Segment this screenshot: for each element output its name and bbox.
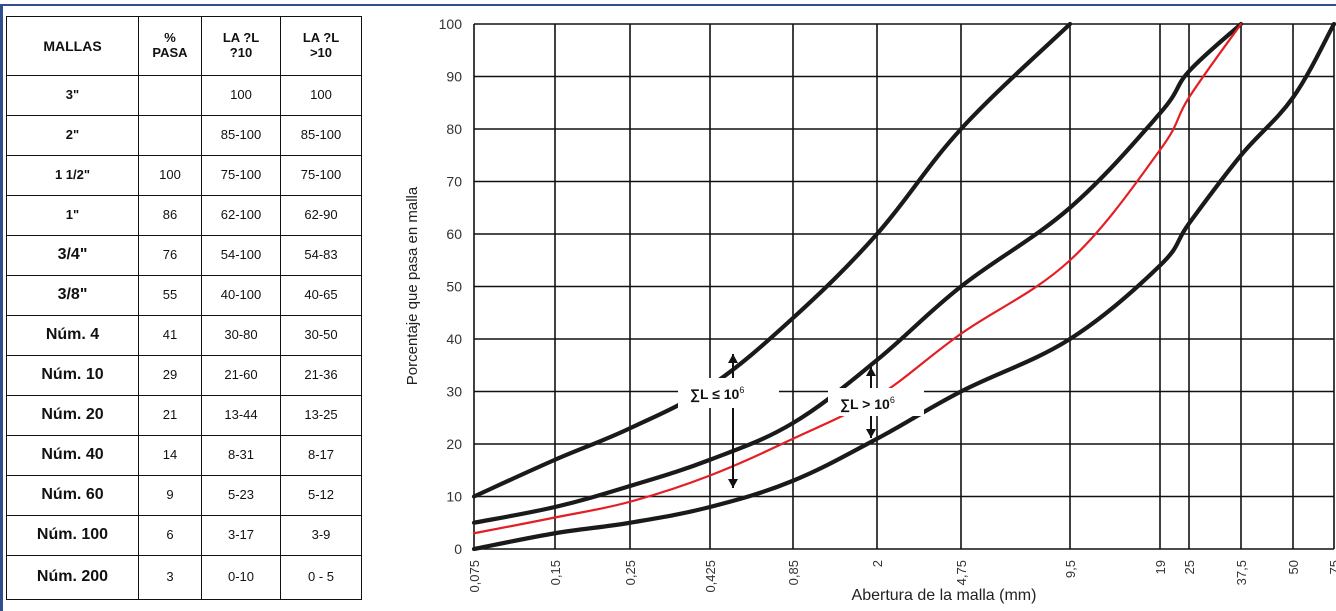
arrow-range-1-head-down bbox=[728, 479, 738, 488]
cell-malla: Núm. 200 bbox=[6, 555, 139, 600]
table-row: 1" 86 62-100 62-90 bbox=[6, 195, 362, 236]
cell-la-gt: 13-25 bbox=[280, 395, 362, 436]
x-tick-label: 0,25 bbox=[623, 560, 638, 585]
x-tick-label: 37,5 bbox=[1234, 560, 1249, 585]
table-row: 3/4" 76 54-100 54-83 bbox=[6, 235, 362, 276]
header-mallas: MALLAS bbox=[6, 16, 139, 76]
table-row: Núm. 100 6 3-17 3-9 bbox=[6, 515, 362, 556]
series-line-black bbox=[471, 21, 1073, 499]
y-axis-label: Porcentaje que pasa en malla bbox=[404, 186, 421, 385]
cell-la-gt: 3-9 bbox=[280, 515, 362, 556]
table-row: Núm. 200 3 0-10 0 - 5 bbox=[6, 555, 362, 600]
cell-la-gt: 30-50 bbox=[280, 315, 362, 356]
cell-la-le: 75-100 bbox=[201, 155, 281, 196]
x-tick-label: 75 bbox=[1327, 560, 1336, 574]
header-la-gt: LA ?L >10 bbox=[280, 16, 362, 76]
cell-malla: 2" bbox=[6, 115, 139, 156]
x-tick-label: 25 bbox=[1182, 560, 1197, 574]
arrow-range-2-head-down bbox=[866, 429, 876, 438]
cell-la-le: 13-44 bbox=[201, 395, 281, 436]
table-row: 2" 85-100 85-100 bbox=[6, 115, 362, 156]
cell-pasa: 86 bbox=[138, 195, 202, 236]
x-tick-label: 2 bbox=[870, 560, 885, 567]
top-border-line bbox=[0, 4, 1336, 6]
series-line-black bbox=[471, 21, 1244, 525]
annotation-box bbox=[828, 388, 924, 416]
y-tick-label: 40 bbox=[446, 331, 462, 347]
series-line-red bbox=[472, 22, 1243, 535]
header-pasa: % PASA bbox=[138, 16, 202, 76]
cell-malla: Núm. 60 bbox=[6, 475, 139, 516]
annotation-box bbox=[678, 378, 779, 408]
cell-malla: Núm. 10 bbox=[6, 355, 139, 396]
arrow-range-2-head-up bbox=[866, 367, 876, 376]
y-tick-label: 10 bbox=[446, 489, 462, 505]
cell-la-gt: 40-65 bbox=[280, 275, 362, 316]
y-tick-label: 90 bbox=[446, 69, 462, 85]
table-row: Núm. 20 21 13-44 13-25 bbox=[6, 395, 362, 436]
cell-malla: Núm. 40 bbox=[6, 435, 139, 476]
arrow-range-1-head-up bbox=[728, 354, 738, 363]
cell-malla: Núm. 4 bbox=[6, 315, 139, 356]
gradation-table: MALLAS % PASA LA ?L ?10 LA ?L >10 3" 100 100 2… bbox=[6, 16, 362, 600]
y-tick-label: 30 bbox=[446, 384, 462, 400]
left-border-line bbox=[0, 4, 3, 611]
table-row: Núm. 10 29 21-60 21-36 bbox=[6, 355, 362, 396]
y-tick-label: 100 bbox=[439, 16, 463, 32]
x-tick-label: 50 bbox=[1286, 560, 1301, 574]
x-tick-label: 4,75 bbox=[954, 560, 969, 585]
y-tick-label: 20 bbox=[446, 436, 462, 452]
table-row: 1 1/2" 100 75-100 75-100 bbox=[6, 155, 362, 196]
cell-malla: Núm. 20 bbox=[6, 395, 139, 436]
cell-malla: Núm. 100 bbox=[6, 515, 139, 556]
cell-la-le: 40-100 bbox=[201, 275, 281, 316]
x-tick-label: 0,075 bbox=[467, 560, 482, 593]
cell-la-gt: 0 - 5 bbox=[280, 555, 362, 600]
cell-la-le: 3-17 bbox=[201, 515, 281, 556]
y-tick-label: 50 bbox=[446, 279, 462, 295]
table-row: 3/8" 55 40-100 40-65 bbox=[6, 275, 362, 316]
cell-pasa bbox=[138, 115, 202, 156]
cell-malla: 1 1/2" bbox=[6, 155, 139, 196]
cell-pasa bbox=[138, 75, 202, 116]
table-row: Núm. 4 41 30-80 30-50 bbox=[6, 315, 362, 356]
series-line-black bbox=[471, 21, 1336, 552]
cell-pasa: 6 bbox=[138, 515, 202, 556]
x-axis-label: Abertura de la malla (mm) bbox=[852, 587, 1037, 604]
cell-malla: 3/4" bbox=[6, 235, 139, 276]
cell-pasa: 9 bbox=[138, 475, 202, 516]
annotation-label: ∑L ≤ 106 bbox=[690, 385, 744, 403]
cell-la-le: 0-10 bbox=[201, 555, 281, 600]
x-tick-label: 9,5 bbox=[1063, 560, 1078, 578]
cell-pasa: 76 bbox=[138, 235, 202, 276]
table-row: Núm. 60 9 5-23 5-12 bbox=[6, 475, 362, 516]
cell-la-le: 85-100 bbox=[201, 115, 281, 156]
cell-la-le: 30-80 bbox=[201, 315, 281, 356]
cell-la-le: 21-60 bbox=[201, 355, 281, 396]
cell-la-gt: 54-83 bbox=[280, 235, 362, 276]
table-header-row: MALLAS % PASA LA ?L ?10 LA ?L >10 bbox=[6, 16, 362, 76]
cell-la-gt: 100 bbox=[280, 75, 362, 116]
table-row: 3" 100 100 bbox=[6, 75, 362, 116]
annotation-label: ∑L > 106 bbox=[840, 395, 895, 413]
x-tick-label: 0,15 bbox=[548, 560, 563, 585]
x-tick-label: 0,425 bbox=[703, 560, 718, 593]
cell-pasa: 3 bbox=[138, 555, 202, 600]
y-tick-label: 0 bbox=[454, 541, 462, 557]
x-tick-label: 0,85 bbox=[786, 560, 801, 585]
y-tick-label: 80 bbox=[446, 121, 462, 137]
x-tick-label: 19 bbox=[1153, 560, 1168, 574]
cell-la-gt: 21-36 bbox=[280, 355, 362, 396]
cell-pasa: 100 bbox=[138, 155, 202, 196]
y-tick-label: 70 bbox=[446, 174, 462, 190]
cell-la-gt: 85-100 bbox=[280, 115, 362, 156]
y-tick-label: 60 bbox=[446, 226, 462, 242]
cell-la-le: 5-23 bbox=[201, 475, 281, 516]
